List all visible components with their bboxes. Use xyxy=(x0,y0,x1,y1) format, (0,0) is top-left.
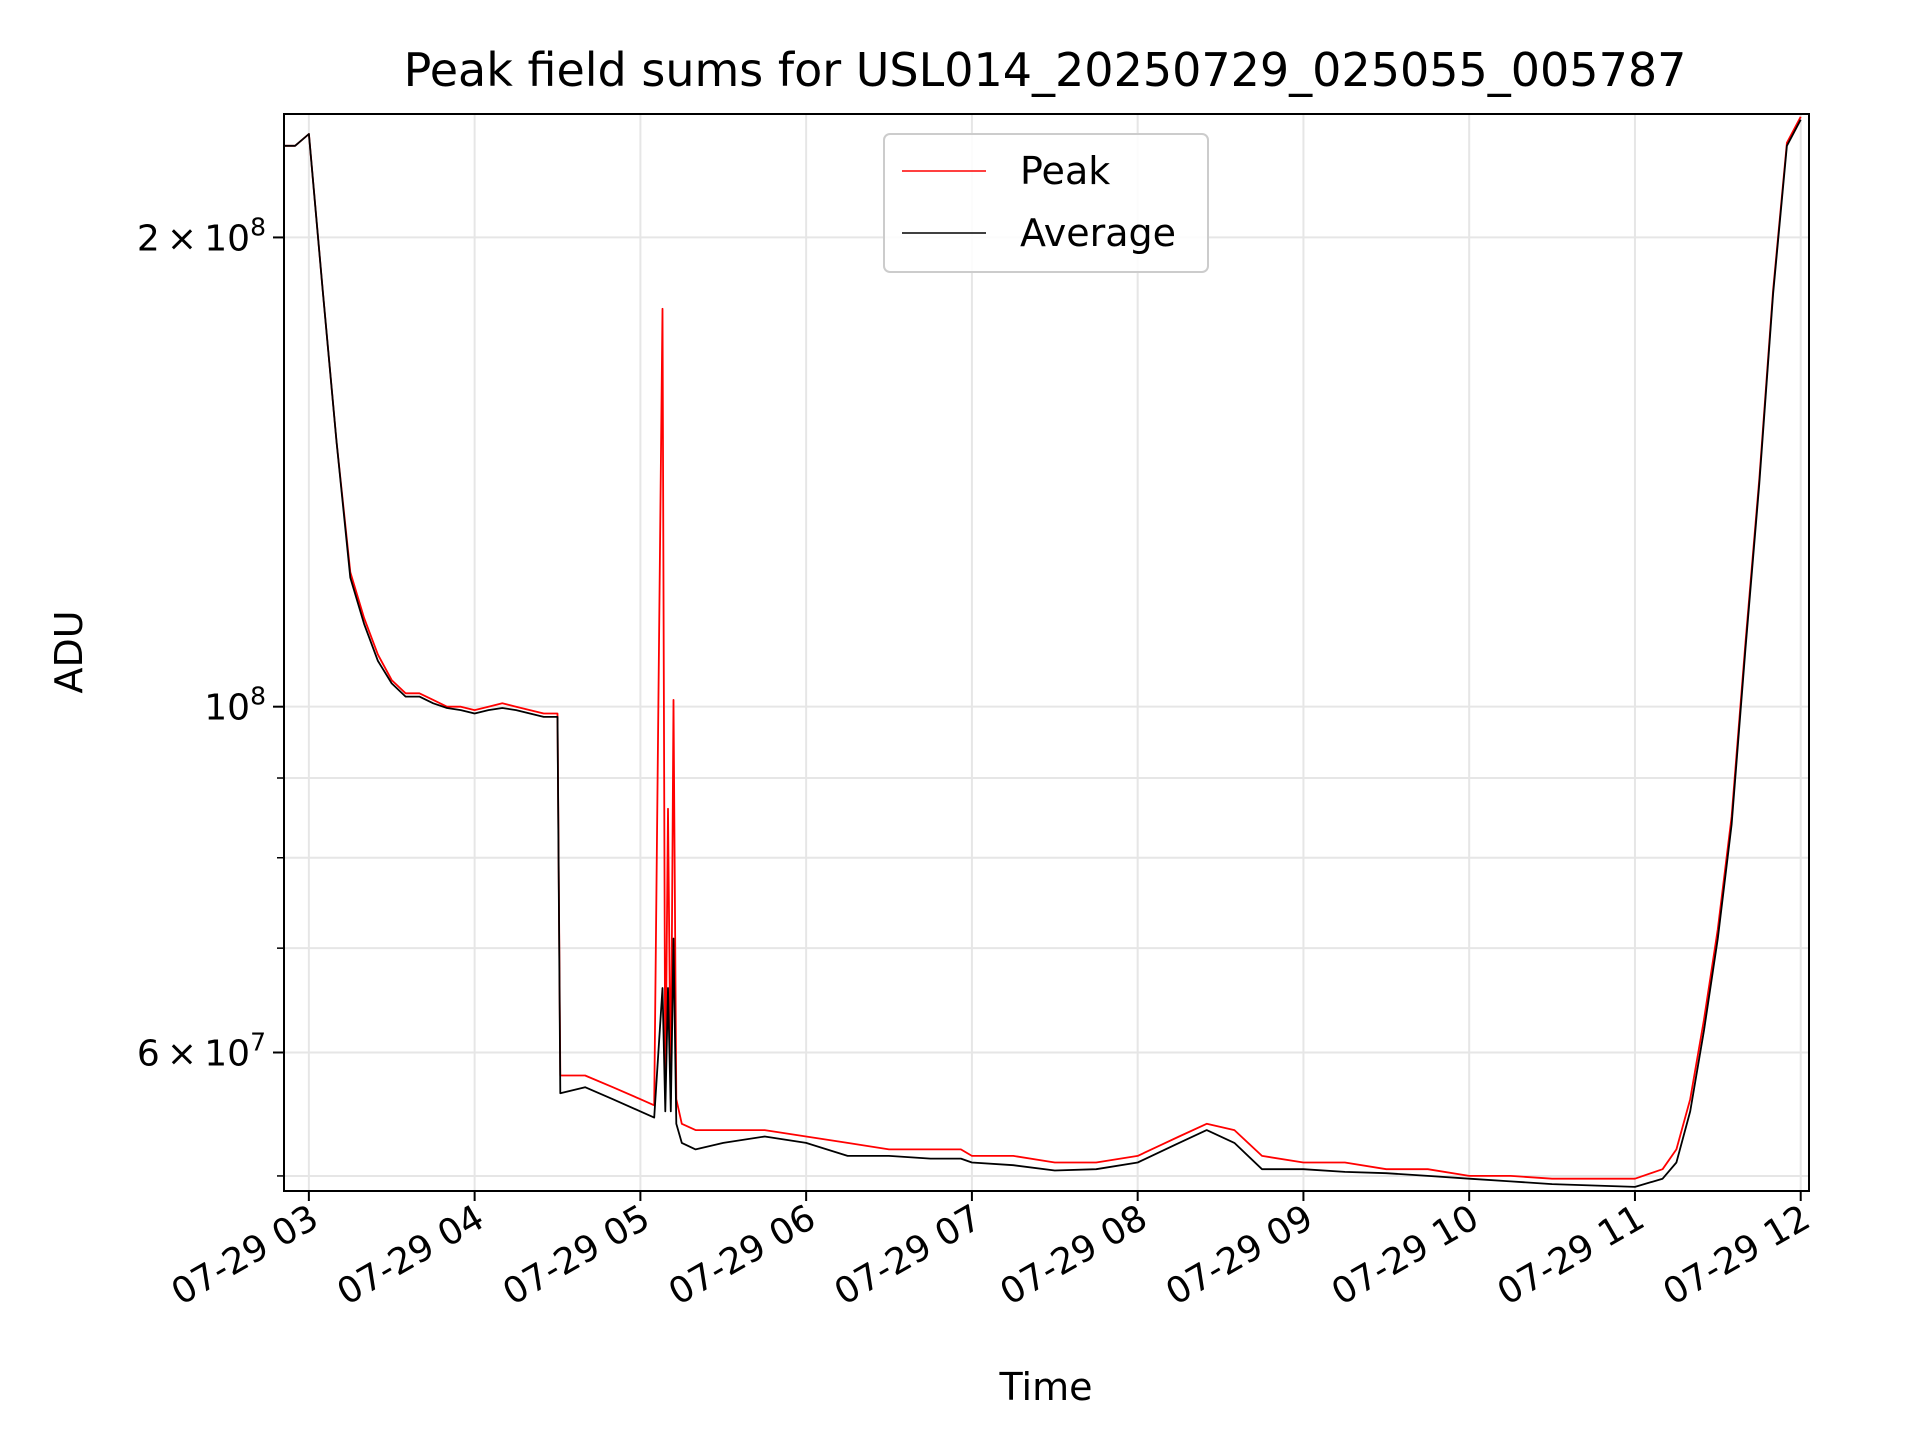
legend-box xyxy=(883,133,1209,273)
legend: Peak Average xyxy=(883,133,1209,273)
chart-title: Peak field sums for USL014_20250729_0250… xyxy=(404,43,1687,97)
legend-label-peak: Peak xyxy=(1020,149,1110,193)
x-axis-label: Time xyxy=(999,1365,1093,1409)
y-tick-label: 6 × 107 xyxy=(137,1028,266,1075)
y-axis-label: ADU xyxy=(47,610,91,693)
grid xyxy=(284,114,1809,1191)
y-axis: 6 × 107 108 2 × 108 xyxy=(137,212,284,1177)
plot-frame xyxy=(283,113,1810,1192)
series-line-average xyxy=(284,119,1802,1188)
series-layer xyxy=(284,116,1802,1188)
series-line-peak xyxy=(284,116,1802,1180)
y-tick-label: 108 xyxy=(204,682,266,729)
y-tick-label: 2 × 108 xyxy=(137,212,266,259)
legend-label-average: Average xyxy=(1020,211,1176,255)
